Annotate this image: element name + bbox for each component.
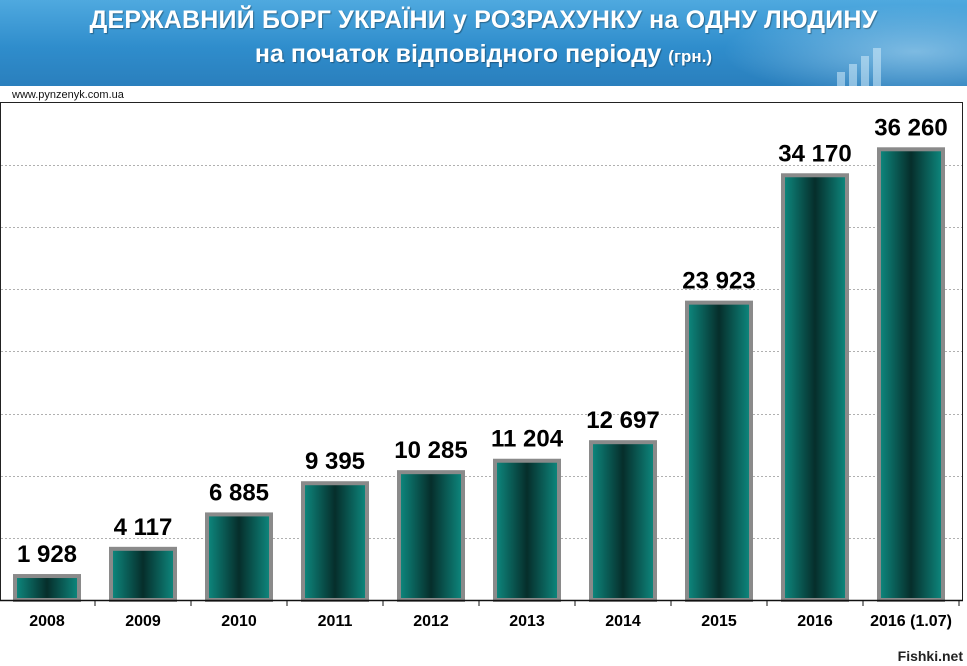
bar: [685, 300, 753, 602]
watermark: Fishki.net: [897, 648, 963, 664]
bar: [109, 546, 177, 602]
bar-value-label: 4 117: [114, 514, 173, 541]
bar: [781, 173, 849, 602]
chart-title-line2: на початок відповідного періоду (грн.): [0, 40, 967, 69]
bar-value-label: 36 260: [874, 114, 947, 141]
x-tick-label: 2010: [221, 613, 257, 630]
bar: [877, 147, 945, 602]
bar-value-label: 23 923: [682, 268, 755, 295]
bar-value-label: 12 697: [586, 407, 659, 434]
source-url: www.pynzenyk.com.ua: [12, 89, 124, 101]
bar-value-label: 11 204: [491, 426, 564, 453]
bar-value-label: 34 170: [778, 140, 851, 167]
bar-value-label: 10 285: [394, 437, 467, 464]
x-tick-label: 2015: [701, 613, 737, 630]
chart-title-subtitle: на початок відповідного періоду: [254, 40, 662, 68]
chart-header: ДЕРЖАВНИЙ БОРГ УКРАЇНИ у РОЗРАХУНКУ на О…: [0, 0, 967, 86]
bar: [589, 440, 657, 603]
bar: [493, 458, 561, 602]
bar-value-label: 9 395: [305, 448, 365, 475]
x-tick-label: 2014: [605, 613, 641, 630]
decorative-bars-icon: [837, 46, 897, 86]
bar: [301, 481, 369, 602]
x-tick-label: 2016 (1.07): [870, 613, 952, 630]
bar-value-label: 1 928: [17, 541, 77, 568]
chart-title-line1: ДЕРЖАВНИЙ БОРГ УКРАЇНИ у РОЗРАХУНКУ на О…: [89, 6, 878, 34]
x-tick-label: 2008: [29, 613, 65, 630]
x-tick-label: 2009: [125, 613, 161, 630]
x-tick-label: 2011: [318, 613, 353, 630]
x-tick-label: 2016: [797, 613, 833, 630]
bar-value-label: 6 885: [209, 479, 269, 506]
x-tick-label: 2013: [509, 613, 545, 630]
x-tick-label: 2012: [413, 613, 449, 630]
bar: [205, 512, 273, 602]
bar: [13, 574, 81, 603]
chart-title-unit: (грн.): [668, 47, 713, 66]
chart-frame: [0, 102, 963, 600]
header-decoration: [707, 0, 967, 86]
bar: [397, 470, 465, 602]
